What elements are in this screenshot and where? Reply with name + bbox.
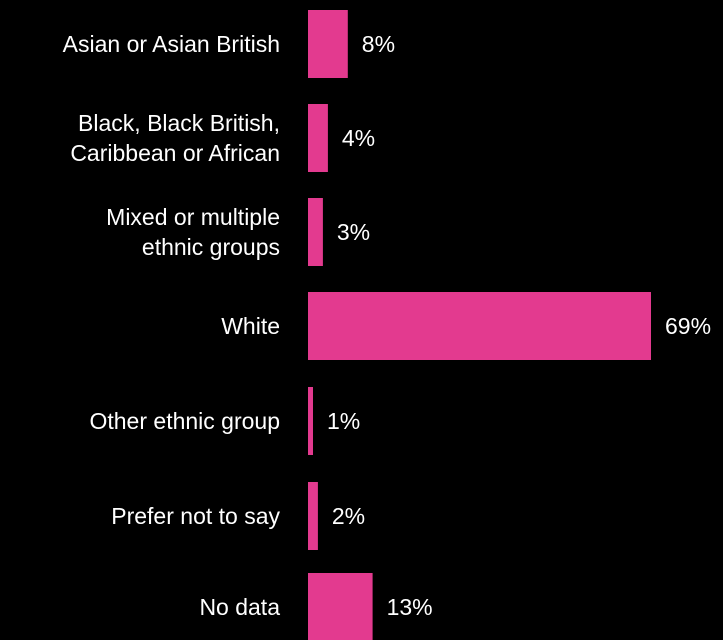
category-label-2-line-0: Mixed or multiple <box>106 204 280 230</box>
bar-6 <box>308 573 373 640</box>
value-label-5: 2% <box>332 503 365 529</box>
category-label-1-line-0: Black, Black British, <box>78 110 280 136</box>
bar-3 <box>308 292 651 360</box>
category-label-2-line-1: ethnic groups <box>142 234 280 260</box>
value-label-0: 8% <box>362 31 395 57</box>
value-labels-group: 8% 4% 3% 69% 1% 2% 13% <box>327 31 711 620</box>
category-label-5: Prefer not to say <box>111 503 280 529</box>
value-label-6: 13% <box>387 594 433 620</box>
value-label-3: 69% <box>665 313 711 339</box>
bar-5 <box>308 482 318 550</box>
category-label-0: Asian or Asian British <box>63 31 280 57</box>
value-label-1: 4% <box>342 125 375 151</box>
value-label-4: 1% <box>327 408 360 434</box>
bar-0 <box>308 10 348 78</box>
bar-1 <box>308 104 328 172</box>
value-label-2: 3% <box>337 219 370 245</box>
category-label-3: White <box>221 313 280 339</box>
category-label-6: No data <box>199 594 280 620</box>
category-label-1-line-1: Caribbean or African <box>70 140 280 166</box>
category-labels-group: Asian or Asian British Black, Black Briti… <box>63 31 281 620</box>
bar-4 <box>308 387 313 455</box>
bars-group <box>308 10 651 640</box>
bar-2 <box>308 198 323 266</box>
category-label-4: Other ethnic group <box>89 408 280 434</box>
